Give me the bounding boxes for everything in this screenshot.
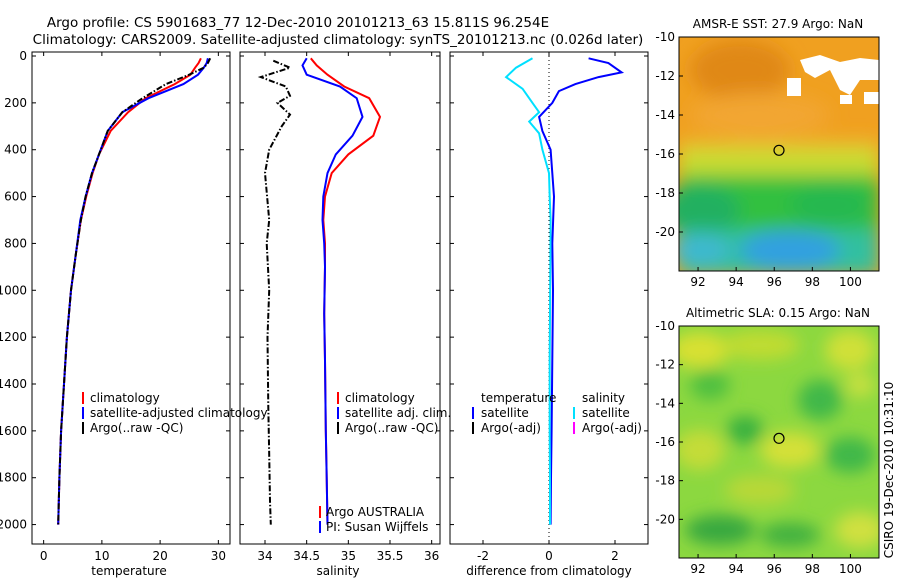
x-tick-label: -2 — [477, 549, 489, 563]
legend-sal-argo: Argo(..raw -QC) — [345, 421, 438, 435]
map-y-tick-label: -10 — [655, 319, 675, 333]
map-y-tick-label: -20 — [655, 512, 675, 526]
map-x-tick-label: 100 — [839, 275, 862, 289]
y-tick-label: 400 — [4, 143, 27, 157]
credit-stamp: CSIRO 19-Dec-2010 10:31:10 — [882, 382, 896, 559]
series-climatology — [57, 57, 202, 525]
y-tick-label: 1800 — [0, 471, 27, 485]
salinity-plot: 34 34.5 35 35.5 36 — [240, 52, 440, 563]
x-tick-label: 36 — [424, 549, 439, 563]
map-y-tick-label: -18 — [655, 474, 675, 488]
legend-sal-climatology: climatology — [345, 391, 415, 405]
map-y-tick-label: -14 — [655, 396, 675, 410]
map-y-tick-label: -18 — [655, 186, 675, 200]
y-tick-label: 2000 — [0, 518, 27, 532]
map-y-tick-label: -20 — [655, 225, 675, 239]
x-tick-label: 10 — [94, 549, 109, 563]
map-axes: 92 94 96 98 100 -10 -12 -14 -16 -18 -20 92 94 96 98 100… — [655, 30, 861, 576]
temperature-plot: 0 10 20 30 0 200 400 600 800 1000 1200 1400 1600 1800… — [0, 49, 230, 563]
legend-diff-sal-argo: Argo(-adj) — [582, 421, 642, 435]
x-tick-label: 20 — [152, 549, 167, 563]
salinity-legend: climatology satellite adj. clim. Argo(..… — [319, 391, 451, 534]
series-satellite-adjusted-climatology — [57, 58, 209, 525]
difference-plot: -2 0 2 — [450, 52, 648, 563]
temperature-xlabel: temperature — [91, 564, 166, 578]
legend-satellite-adjusted: satellite-adjusted climatology — [90, 406, 268, 420]
map-x-tick-label: 92 — [690, 275, 705, 289]
x-tick-label: 0 — [545, 549, 553, 563]
legend-diff-temp-argo: Argo(-adj) — [481, 421, 541, 435]
sst-map-title: AMSR-E SST: 27.9 Argo: NaN — [693, 17, 863, 31]
y-tick-label: 200 — [4, 96, 27, 110]
title-line-2: Climatology: CARS2009. Satellite-adjuste… — [33, 32, 644, 48]
map-x-tick-label: 98 — [805, 275, 820, 289]
series-satellite-adj-clim- — [301, 57, 364, 525]
x-tick-label: 0 — [40, 549, 48, 563]
map-y-tick-label: -12 — [655, 69, 675, 83]
salinity-axes — [239, 51, 441, 545]
legend-diff-temp-satellite: satellite — [481, 406, 529, 420]
argo-position-marker — [773, 144, 785, 156]
y-tick-label: 0 — [19, 49, 27, 63]
annotation-pi: PI: Susan Wijffels — [326, 520, 428, 534]
map-y-tick-label: -12 — [655, 358, 675, 372]
legend-diff-sal-satellite: satellite — [582, 406, 630, 420]
map-y-tick-label: -14 — [655, 108, 675, 122]
map-x-tick-label: 94 — [729, 275, 744, 289]
sst-map — [679, 37, 879, 271]
series-temperature-satellite — [538, 57, 625, 525]
map-x-tick-label: 96 — [767, 275, 782, 289]
map-x-tick-label: 100 — [839, 562, 862, 576]
sla-map — [679, 326, 879, 558]
legend-sal-satellite: satellite adj. clim. — [345, 406, 451, 420]
legend-climatology: climatology — [90, 391, 160, 405]
y-tick-label: 1000 — [0, 283, 27, 297]
y-tick-label: 600 — [4, 190, 27, 204]
temperature-axes — [31, 51, 231, 545]
difference-legend: temperature satellite Argo(-adj) salinit… — [472, 391, 642, 435]
salinity-xlabel: salinity — [316, 564, 359, 578]
x-tick-label: 2 — [611, 549, 619, 563]
map-x-tick-label: 98 — [805, 562, 820, 576]
title-line-1: Argo profile: CS 5901683_77 12-Dec-2010 … — [47, 15, 549, 31]
map-x-tick-label: 92 — [690, 562, 705, 576]
map-y-tick-label: -10 — [655, 30, 675, 44]
map-y-tick-label: -16 — [655, 435, 675, 449]
legend-argo: Argo(..raw -QC) — [90, 421, 183, 435]
y-tick-label: 1400 — [0, 377, 27, 391]
y-tick-label: 800 — [4, 236, 27, 250]
map-x-tick-label: 94 — [729, 562, 744, 576]
argo-position-marker — [773, 432, 785, 444]
map-x-tick-label: 96 — [767, 562, 782, 576]
map-y-tick-label: -16 — [655, 147, 675, 161]
difference-xlabel: difference from climatology — [466, 564, 632, 578]
legend-diff-salinity: salinity — [582, 391, 625, 405]
x-tick-label: 34.5 — [293, 549, 320, 563]
series-salinity-satellite — [504, 57, 552, 525]
x-tick-label: 35.5 — [377, 549, 404, 563]
series-climatology — [310, 57, 382, 525]
sla-map-title: Altimetric SLA: 0.15 Argo: NaN — [686, 306, 870, 320]
y-tick-label: 1600 — [0, 424, 27, 438]
x-tick-label: 34 — [257, 549, 272, 563]
legend-diff-temperature: temperature — [481, 391, 556, 405]
x-tick-label: 35 — [341, 549, 356, 563]
annotation-argo-australia: Argo AUSTRALIA — [326, 505, 425, 519]
series-argo-raw-qc- — [257, 59, 293, 525]
x-tick-label: 30 — [211, 549, 226, 563]
series-argo-raw-qc- — [57, 57, 212, 525]
temperature-legend: climatology satellite-adjusted climatolo… — [82, 391, 268, 435]
y-tick-label: 1200 — [0, 330, 27, 344]
